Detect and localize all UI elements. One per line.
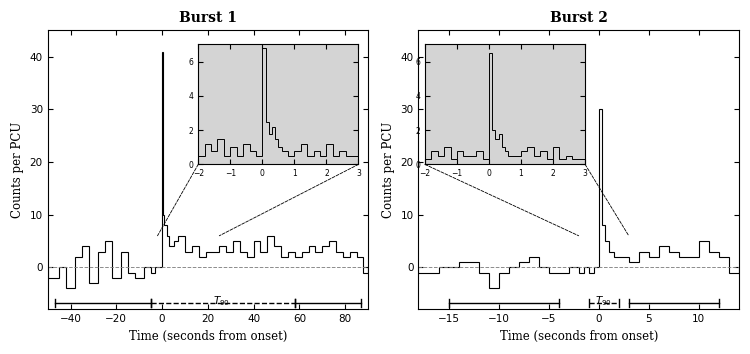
Y-axis label: Counts per PCU: Counts per PCU	[382, 122, 395, 218]
Y-axis label: Counts per PCU: Counts per PCU	[11, 122, 24, 218]
Text: $T_{90}$: $T_{90}$	[213, 295, 230, 308]
Title: Burst 2: Burst 2	[550, 11, 608, 25]
Text: $T_{90}$: $T_{90}$	[596, 295, 612, 308]
X-axis label: Time (seconds from onset): Time (seconds from onset)	[129, 330, 287, 343]
Title: Burst 1: Burst 1	[178, 11, 237, 25]
X-axis label: Time (seconds from onset): Time (seconds from onset)	[500, 330, 658, 343]
